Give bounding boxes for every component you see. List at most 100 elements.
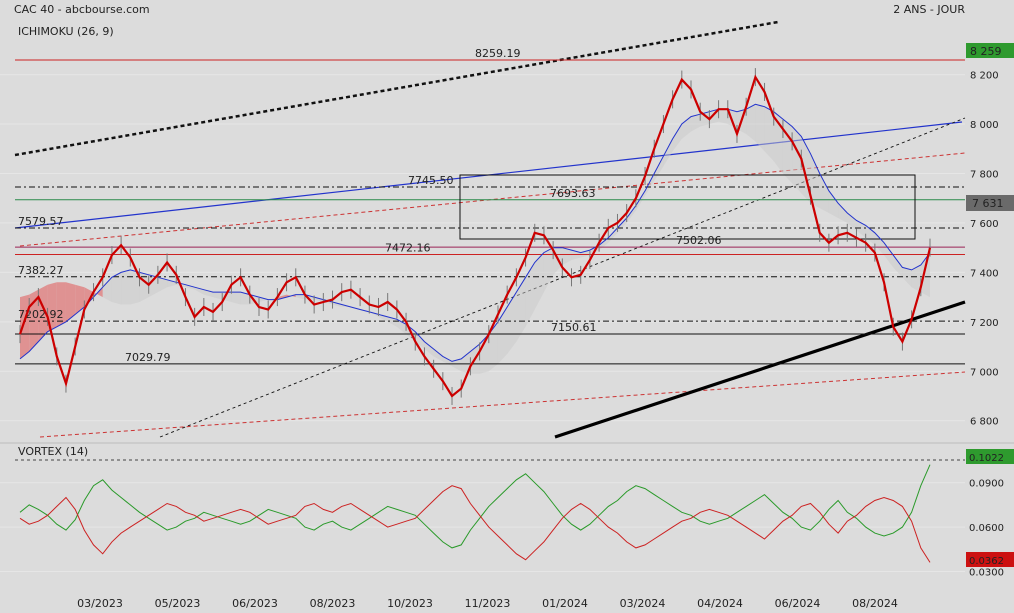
vortex-panel: VORTEX (14) 0.0900 0.0600 0.0300 0.1022 0.…: [0, 442, 1014, 579]
cloud-segment: [819, 173, 829, 214]
vortex-y-axis: 0.0900 0.0600 0.0300: [969, 479, 1004, 579]
cloud-segment: [828, 190, 839, 218]
last-price-badge-text: 7 631: [972, 197, 1004, 210]
vortex-series: [19, 464, 931, 563]
price-y-tick-label: 7 000: [970, 367, 999, 378]
level-label: 8259.19: [475, 47, 521, 60]
cloud-segment: [847, 213, 857, 231]
x-tick-label: 08/2023: [310, 597, 356, 610]
x-tick-label: 03/2024: [620, 597, 666, 610]
vortex-plus-line: [19, 464, 931, 549]
cloud-segment: [314, 297, 324, 303]
vortex-minus-badge: 0.0362: [966, 552, 1014, 567]
cloud-segment: [157, 277, 168, 293]
cloud-segment: [838, 203, 848, 223]
cloud-segment: [525, 262, 535, 327]
level-label: 7472.16: [385, 242, 431, 255]
cloud-segment: [920, 252, 930, 298]
cloud-segment: [240, 292, 250, 305]
cloud-segment: [911, 264, 921, 293]
vortex-gridlines: [0, 482, 965, 573]
cloud-segment: [461, 351, 471, 374]
cloud-segment: [452, 358, 462, 372]
cloud-segment: [810, 153, 820, 209]
x-tick-label: 06/2023: [232, 597, 278, 610]
cloud-segment: [782, 119, 793, 184]
x-tick-label: 08/2024: [852, 597, 898, 610]
cloud-segment: [746, 104, 756, 142]
cloud-segment: [764, 106, 774, 162]
cloud-segment: [792, 126, 802, 194]
level-label: 7382.27: [18, 264, 64, 277]
vortex-label: VORTEX (14): [18, 445, 88, 458]
price-y-tick-label: 8 000: [970, 120, 999, 131]
cloud-segment: [258, 297, 269, 303]
vortex-y-tick-label: 0.0900: [969, 479, 1004, 490]
cloud-segment: [121, 269, 131, 305]
price-panel: 8259.19 7745.50 7693.63 7579.57 7502.06 7472.…: [0, 20, 999, 439]
vortex-y-tick-label: 0.0600: [969, 523, 1004, 534]
cloud-segment: [663, 138, 673, 167]
cloud-segment: [507, 292, 517, 354]
top-price-badge: 8 259: [966, 43, 1014, 58]
cloud-segment: [203, 289, 214, 298]
price-y-tick-label: 7 200: [970, 318, 999, 329]
price-y-tick-label: 7 600: [970, 219, 999, 230]
cloud-segment: [516, 277, 526, 342]
cloud-segment: [534, 252, 544, 310]
timeframe-label: 2 ANS - JOUR: [893, 3, 965, 16]
cloud-segment: [231, 292, 241, 305]
x-tick-label: 11/2023: [465, 597, 511, 610]
cloud-segment: [543, 247, 554, 293]
price-y-axis: 8 200 8 000 7 800 7 600 7 400 7 200 7 000 6 800: [970, 71, 999, 428]
cloud-segment: [691, 114, 701, 132]
x-tick-label: 03/2023: [77, 597, 123, 610]
cloud-segment: [277, 294, 287, 300]
cloud-segment: [562, 247, 572, 265]
cloud-segment: [433, 349, 443, 362]
cloud-segment: [332, 302, 342, 307]
x-tick-label: 06/2024: [775, 597, 821, 610]
cloud-segment: [167, 279, 177, 288]
top-price-badge-text: 8 259: [970, 45, 1002, 58]
cloud-segment: [194, 287, 204, 295]
level-label: 7502.06: [676, 234, 722, 247]
cloud-segment: [93, 287, 103, 298]
price-series: [18, 68, 932, 405]
cloud-segment: [718, 109, 728, 125]
cloud-segment: [213, 292, 223, 300]
cloud-segment: [424, 341, 434, 357]
dashed-support-line: [159, 117, 966, 438]
cloud-segment: [635, 190, 646, 211]
cloud-segment: [626, 205, 636, 223]
x-tick-label: 10/2023: [387, 597, 433, 610]
cloud-segment: [672, 124, 682, 152]
cloud-segment: [700, 111, 710, 127]
cloud-segment: [571, 250, 581, 261]
kijun-path: [19, 103, 931, 362]
ichimoku-label: ICHIMOKU (26, 9): [18, 25, 114, 38]
cloud-segment: [84, 287, 94, 307]
x-tick-label: 01/2024: [542, 597, 588, 610]
cloud-segment: [893, 255, 903, 278]
cloud-segment: [148, 274, 158, 298]
cloud-segment: [38, 284, 48, 342]
kijun-line: [19, 103, 931, 362]
cloud-segment: [102, 277, 112, 303]
cloud-segment: [681, 116, 692, 139]
last-price-badge: 7 631: [966, 195, 1014, 211]
price-y-tick-label: 6 800: [970, 417, 999, 428]
x-axis: 03/2023 05/2023 06/2023 08/2023 10/2023 11/20…: [77, 597, 898, 610]
cloud-segment: [415, 331, 425, 350]
cloud-segment: [65, 282, 76, 322]
cloud-segment: [617, 217, 627, 233]
level-label: 7745.50: [408, 174, 454, 187]
price-path: [18, 74, 932, 398]
cloud-segment: [185, 284, 195, 290]
price-y-tick-label: 8 200: [970, 71, 999, 82]
cloud-segment: [645, 173, 655, 196]
level-label: 7150.61: [551, 321, 597, 334]
cloud-segment: [387, 316, 397, 327]
x-tick-label: 05/2023: [155, 597, 201, 610]
cloud-segment: [884, 242, 894, 268]
